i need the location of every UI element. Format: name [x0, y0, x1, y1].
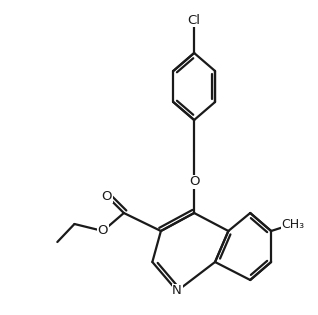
- Text: O: O: [189, 175, 199, 188]
- Text: Cl: Cl: [188, 14, 201, 26]
- Text: CH₃: CH₃: [281, 217, 305, 231]
- Text: O: O: [101, 190, 112, 203]
- Text: N: N: [172, 284, 182, 297]
- Text: O: O: [98, 225, 108, 238]
